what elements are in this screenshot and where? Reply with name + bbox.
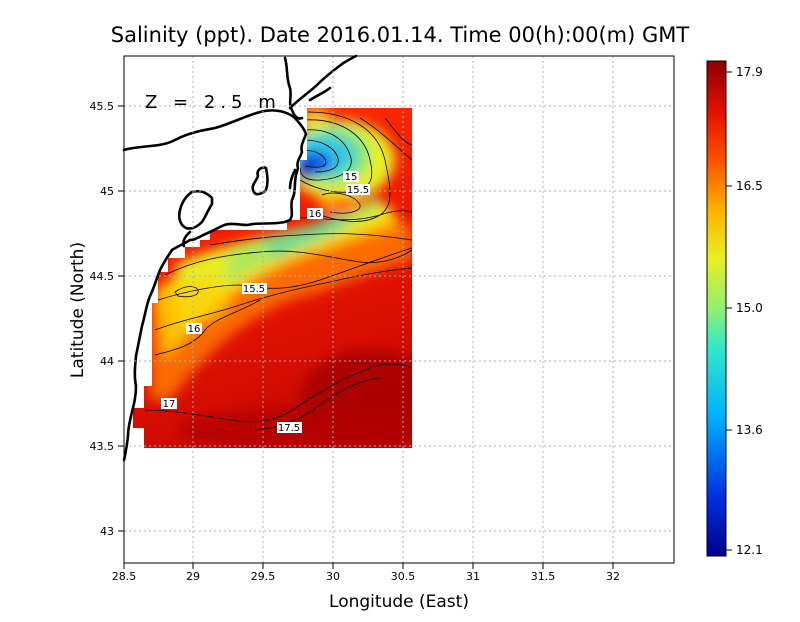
depth-label: Z = 2.5 m: [145, 92, 281, 113]
y-tick-label: 45: [100, 185, 114, 198]
x-tick-label: 32: [606, 570, 620, 583]
contour-lines: [144, 111, 412, 431]
x-tick-label: 29.5: [251, 570, 276, 583]
colorbar-ticks: 17.9 16.5 15.0 13.6 12.1: [726, 65, 763, 557]
y-axis-title: Latitude (North): [68, 242, 88, 378]
y-tick-label: 45.5: [90, 100, 115, 113]
x-tick-label: 31.5: [531, 570, 556, 583]
grid-lines: [124, 56, 674, 563]
x-tick-label: 30: [326, 570, 340, 583]
y-tick-label: 43: [100, 525, 114, 538]
contour-label: 16: [188, 324, 201, 335]
x-tick-label: 31: [466, 570, 480, 583]
contour-label: 17.5: [278, 423, 300, 434]
contour-label: 15: [345, 172, 358, 183]
x-axis-title: Longitude (East): [329, 592, 469, 612]
contour-label: 15.5: [347, 185, 369, 196]
colorbar-tick-label: 17.9: [736, 65, 763, 79]
contour-label: 15.5: [243, 284, 265, 295]
y-tick-label: 44.5: [90, 270, 115, 283]
x-tick-label: 28.5: [112, 570, 137, 583]
colorbar: [706, 60, 727, 557]
salinity-field: [133, 108, 412, 448]
colorbar-tick-label: 15.0: [736, 301, 763, 315]
contour-label: 16: [309, 209, 322, 220]
colorbar-tick-label: 12.1: [736, 543, 763, 557]
x-axis-ticks: 28.5 29 29.5 30 30.5 31 31.5 32: [112, 563, 620, 583]
y-axis-ticks: 43 43.5 44 44.5 45 45.5: [90, 100, 124, 538]
map-title: Salinity (ppt). Date 2016.01.14. Time 00…: [111, 23, 690, 47]
plot-frame: [123, 55, 675, 564]
x-tick-label: 29: [186, 570, 200, 583]
x-tick-label: 30.5: [391, 570, 416, 583]
contour-label: 17: [163, 399, 176, 410]
y-tick-label: 44: [100, 355, 114, 368]
colorbar-tick-label: 16.5: [736, 179, 763, 193]
colorbar-tick-label: 13.6: [736, 423, 763, 437]
y-tick-label: 43.5: [90, 440, 115, 453]
contour-label-group: 15 15.5 16 15.5 16 17 17.5: [161, 171, 370, 434]
